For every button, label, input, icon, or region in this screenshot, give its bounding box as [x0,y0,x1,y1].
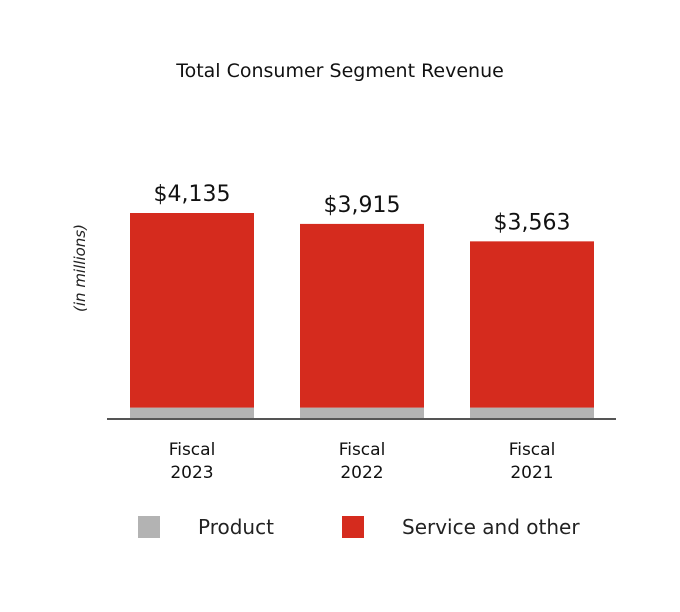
legend-item-service: Service and other [342,515,580,539]
legend-label-product: Product [198,515,274,539]
legend-label-service: Service and other [402,515,580,539]
data-label-0: $4,135 [154,182,231,207]
x-tick-label-1-1: 2022 [340,463,383,483]
data-label-2: $3,563 [494,210,571,235]
chart-title: Total Consumer Segment Revenue [176,60,504,82]
x-tick-label-2-0: Fiscal [509,440,556,460]
bar-product-2 [470,407,594,418]
bar-product-1 [300,407,424,418]
x-tick-label-2-1: 2021 [510,463,553,483]
legend-item-product: Product [138,515,274,539]
legend-swatch-service [342,516,364,538]
x-tick-label-0-0: Fiscal [169,440,216,460]
bar-service-1 [300,223,424,408]
data-label-1: $3,915 [324,193,401,218]
bar-service-0 [130,213,254,408]
bar-product-0 [130,407,254,418]
legend-swatch-product [138,516,160,538]
x-tick-label-0-1: 2023 [170,463,213,483]
bar-service-2 [470,241,594,408]
x-tick-label-1-0: Fiscal [339,440,386,460]
